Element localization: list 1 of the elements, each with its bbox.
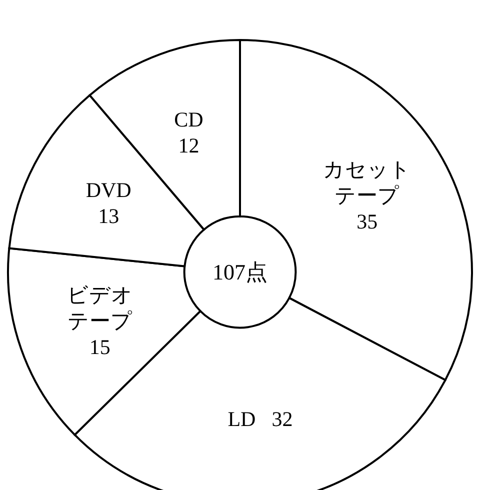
- title: 107点: [212, 260, 268, 284]
